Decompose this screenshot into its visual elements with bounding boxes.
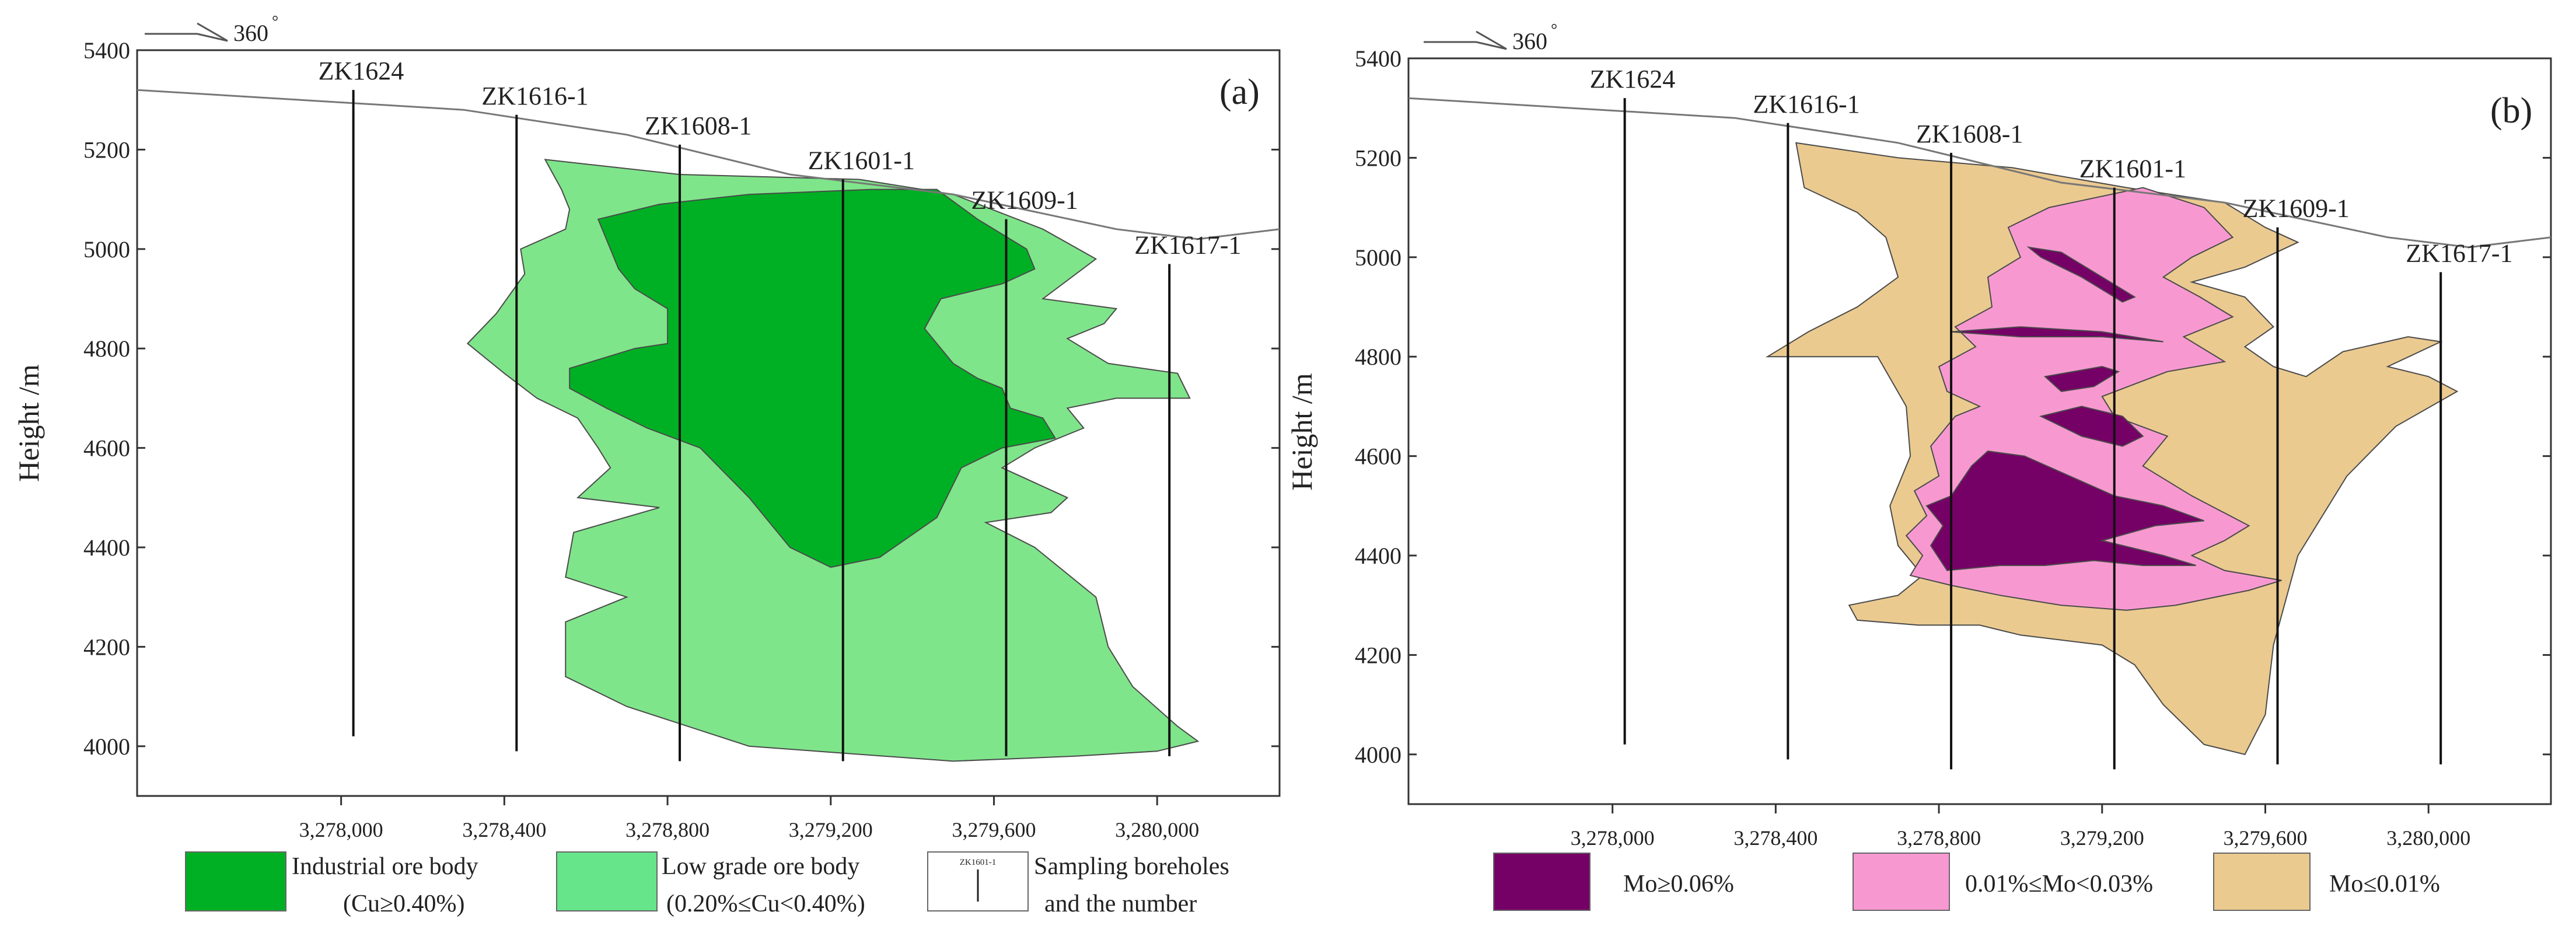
x-tick-label: 3,278,400	[1733, 826, 1817, 850]
borehole-label: ZK1608-1	[645, 111, 752, 140]
panel-a: ZK1624 ZK1616-1 ZK1608-1 ZK1601-1 ZK1609…	[12, 13, 1281, 917]
panel-a-y-ticks: 4000 4200 4400 4600 4800 5000 5200 5400	[83, 37, 1280, 760]
y-tick-label: 5200	[83, 137, 130, 163]
panel-a-north-arrow: 360 °	[145, 13, 278, 46]
panel-b-ore-bodies	[1765, 142, 2459, 755]
panel-a-topography-line	[137, 89, 1280, 240]
legend-swatch-low-grade	[556, 851, 658, 911]
panel-b-topography-line	[1408, 97, 2551, 249]
panel-a-x-ticks: 3,278,000 3,278,400 3,278,800 3,279,200 3,27…	[299, 796, 1199, 841]
panel-b-y-ticks: 4000 4200 4400 4600 4800 5000 5200 5400	[1355, 46, 2551, 768]
panel-a-borehole-labels: ZK1624 ZK1616-1 ZK1608-1 ZK1601-1 ZK1609…	[319, 57, 1242, 259]
x-tick-label: 3,278,800	[1897, 826, 1981, 850]
borehole-label: ZK1624	[1590, 65, 1676, 93]
legend-mo-high: Mo≥0.06%	[1623, 871, 1734, 897]
north-arrow-head	[197, 33, 228, 42]
y-tick-label: 5000	[1355, 245, 1401, 271]
legend-borehole-line1: Sampling boreholes	[1034, 853, 1229, 880]
legend-mo-low: Mo≤0.01%	[2329, 871, 2440, 897]
ore-body-region	[1925, 450, 2204, 571]
legend-swatch-mo-high	[1493, 853, 1591, 911]
x-tick-label: 3,280,000	[2386, 826, 2470, 850]
y-tick-label: 5400	[83, 37, 130, 64]
legend-swatch-mo-low	[2213, 853, 2311, 911]
panel-b-label: (b)	[2490, 91, 2532, 131]
x-tick-label: 3,279,600	[952, 818, 1036, 841]
borehole-label: ZK1617-1	[1134, 230, 1241, 259]
y-tick-label: 5200	[1355, 145, 1401, 171]
borehole-label: ZK1608-1	[1916, 120, 2023, 148]
y-tick-label: 5000	[83, 236, 130, 263]
x-tick-label: 3,278,000	[299, 818, 383, 841]
legend-swatch-mo-mid	[1853, 853, 1950, 911]
north-arrow-tail	[197, 22, 228, 42]
x-tick-label: 3,278,800	[625, 818, 709, 841]
borehole-label: ZK1601-1	[808, 146, 915, 175]
borehole-label: ZK1601-1	[2079, 155, 2186, 183]
ore-body-region	[2043, 366, 2120, 392]
north-arrow-tail	[1476, 30, 1507, 50]
x-tick-label: 3,279,600	[2224, 826, 2308, 850]
panel-b-north-arrow: 360 °	[1424, 21, 1557, 54]
y-tick-label: 4000	[1355, 742, 1401, 768]
y-tick-label: 4000	[83, 734, 130, 760]
north-label: 360	[1512, 28, 1547, 54]
panel-a-y-axis-label: Height /m	[12, 364, 45, 481]
panel-b: ZK1624 ZK1616-1 ZK1608-1 ZK1601-1 ZK1609…	[1285, 21, 2552, 911]
legend-industrial-line1: Industrial ore body	[292, 853, 478, 880]
borehole-label: ZK1616-1	[1753, 90, 1860, 118]
legend-borehole-swatch-label: ZK1601-1	[960, 858, 997, 867]
north-label: 360	[233, 20, 268, 46]
legend-low-grade-line1: Low grade ore body	[662, 853, 859, 880]
borehole-label: ZK1609-1	[971, 186, 1078, 215]
borehole-label: ZK1609-1	[2242, 194, 2349, 223]
panel-a-ore-bodies	[466, 159, 1200, 762]
panel-b-legend: Mo≥0.06% 0.01%≤Mo<0.03% Mo≤0.01%	[1493, 853, 2440, 911]
legend-borehole-line2: and the number	[1044, 890, 1197, 917]
north-arrow-head	[1476, 41, 1507, 50]
panel-a-legend: Industrial ore body (Cu≥0.40%) Low grade…	[185, 851, 1229, 917]
borehole-label: ZK1616-1	[481, 82, 588, 110]
legend-low-grade-line2: (0.20%≤Cu<0.40%)	[666, 890, 865, 917]
ore-body-region	[1951, 326, 2163, 343]
north-degree: °	[1551, 21, 1557, 39]
y-tick-label: 5400	[1355, 46, 1401, 72]
y-tick-label: 4200	[1355, 642, 1401, 668]
y-tick-label: 4200	[83, 634, 130, 660]
x-tick-label: 3,280,000	[1115, 818, 1199, 841]
y-tick-label: 4600	[83, 435, 130, 462]
legend-industrial-line2: (Cu≥0.40%)	[343, 890, 465, 917]
y-tick-label: 4600	[1355, 443, 1401, 470]
panel-b-boreholes	[1623, 98, 2442, 770]
panel-a-boreholes	[352, 90, 1171, 762]
panel-b-borehole-labels: ZK1624 ZK1616-1 ZK1608-1 ZK1601-1 ZK1609…	[1590, 65, 2513, 267]
legend-swatch-industrial	[185, 851, 286, 911]
x-tick-label: 3,279,200	[2060, 826, 2144, 850]
y-tick-label: 4800	[83, 336, 130, 362]
legend-mo-mid: 0.01%≤Mo<0.03%	[1965, 871, 2153, 897]
borehole-label: ZK1624	[319, 57, 404, 85]
borehole-label: ZK1617-1	[2406, 239, 2512, 267]
north-degree: °	[272, 13, 278, 31]
ore-body-region	[2039, 406, 2144, 447]
ore-body-region	[2026, 246, 2136, 303]
panel-b-x-ticks: 3,278,000 3,278,400 3,278,800 3,279,200 3,27…	[1571, 804, 2470, 850]
y-tick-label: 4800	[1355, 344, 1401, 370]
x-tick-label: 3,279,200	[789, 818, 873, 841]
panel-a-label: (a)	[1219, 72, 1260, 112]
ore-body-region	[569, 188, 1057, 568]
x-tick-label: 3,278,000	[1571, 826, 1655, 850]
y-tick-label: 4400	[83, 535, 130, 561]
x-tick-label: 3,278,400	[462, 818, 546, 841]
y-tick-label: 4400	[1355, 543, 1401, 569]
panel-b-y-axis-label: Height /m	[1285, 373, 1318, 490]
